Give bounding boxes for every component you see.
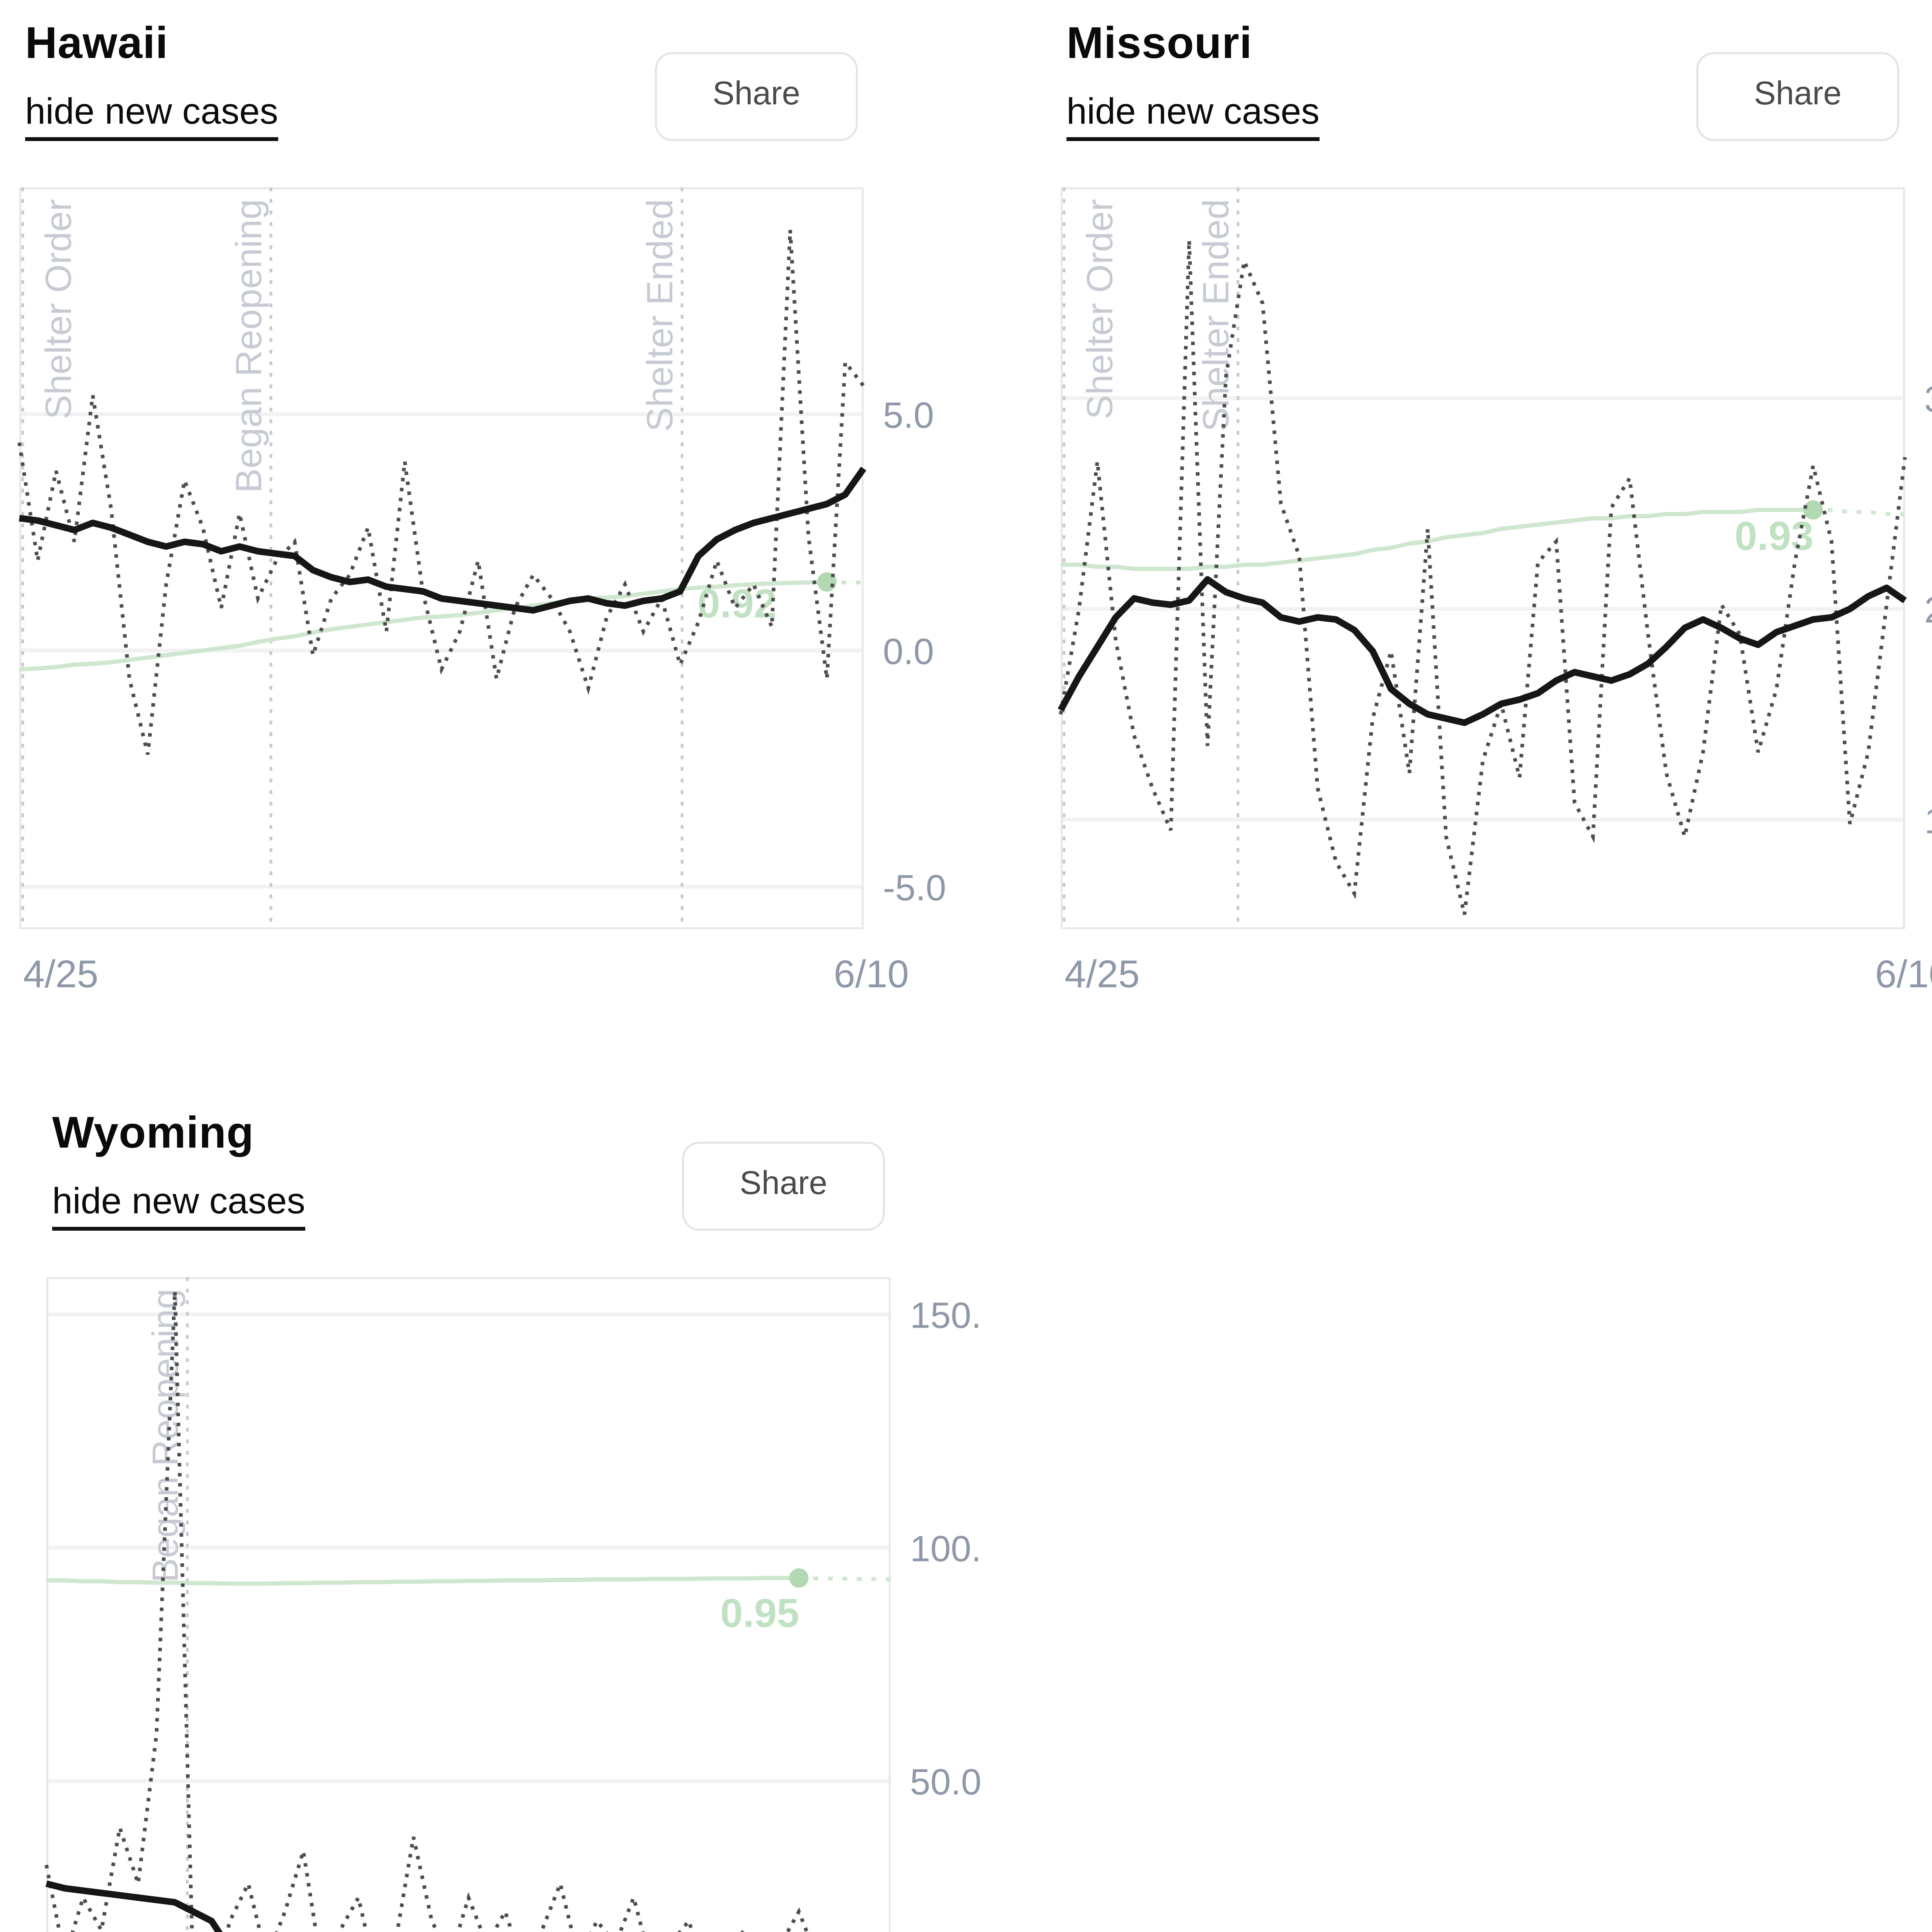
x-axis-label-start: 4/25	[23, 952, 99, 996]
annotation-label: Shelter Order	[1080, 199, 1121, 419]
y-tick-label: 100.	[1924, 800, 1932, 841]
rt-value-label: 0.95	[720, 1591, 799, 1636]
chart-canvas[interactable]: Shelter Order Began Reopening Shelter Ende…	[17, 187, 995, 1018]
average-line	[1058, 576, 1907, 726]
chart-title: Missouri	[1066, 17, 1252, 68]
average-line	[45, 1880, 223, 1932]
card-header: Wyoming hide new cases Share	[46, 1101, 1022, 1277]
hide-new-cases-link[interactable]: hide new cases	[25, 93, 278, 141]
y-tick-label: 50.0	[910, 1762, 981, 1803]
chart-card-wyoming: Wyoming hide new cases Share Began Reope…	[44, 1101, 1022, 1932]
rt-end-dot	[1803, 500, 1823, 520]
y-tick-label: 300.	[1924, 379, 1932, 420]
y-tick-label: 100.	[910, 1528, 981, 1569]
x-axis-label-end: 6/10	[1875, 952, 1932, 996]
x-axis-label-end: 6/10	[834, 952, 909, 996]
rt-line-green	[1061, 508, 1813, 571]
chart-card-missouri: Missouri hide new cases Share Shelter Or…	[1058, 12, 1932, 1018]
y-tick-label: 0.0	[883, 631, 934, 672]
hide-new-cases-link[interactable]: hide new cases	[1066, 93, 1320, 141]
plot-border	[19, 187, 864, 929]
share-button[interactable]: Share	[1696, 52, 1899, 141]
chart-title: Wyoming	[52, 1107, 254, 1157]
rt-projection-dashed	[799, 1576, 891, 1582]
chart-card-hawaii: Hawaii hide new cases Share Shelter Orde…	[17, 12, 995, 1018]
plot-border	[1061, 187, 1905, 929]
new-cases-line	[1059, 240, 1907, 915]
annotation-label: Shelter Order	[38, 199, 79, 419]
y-tick-label: 5.0	[883, 395, 934, 436]
rt-value-label: 0.93	[1735, 514, 1813, 559]
average-line	[19, 466, 866, 614]
rt-line-green	[19, 580, 827, 672]
rt-projection-dashed	[1813, 508, 1905, 516]
new-cases-line	[44, 1291, 809, 1932]
y-tick-label: 200.	[1924, 590, 1932, 631]
rt-end-dot	[789, 1568, 809, 1588]
card-header: Hawaii hide new cases Share	[19, 12, 995, 187]
y-tick-label: -5.0	[883, 867, 946, 908]
hide-new-cases-link[interactable]: hide new cases	[52, 1182, 305, 1231]
share-button[interactable]: Share	[655, 52, 858, 141]
new-cases-line	[17, 230, 865, 755]
annotation-label: Began Reopening	[228, 199, 269, 493]
card-header: Missouri hide new cases Share	[1061, 12, 1932, 187]
share-button[interactable]: Share	[682, 1142, 885, 1231]
x-axis-label-start: 4/25	[1065, 952, 1140, 996]
annotation-label: Shelter Ended	[639, 199, 680, 432]
y-tick-label: 150.	[910, 1295, 981, 1336]
annotation-label: Shelter Ended	[1196, 199, 1236, 432]
rt-line-green	[46, 1576, 799, 1586]
chart-title: Hawaii	[25, 17, 168, 68]
chart-canvas[interactable]: Shelter Order Shelter Ended 0.93 300. 200. 10…	[1058, 187, 1932, 1018]
plot-border	[46, 1277, 891, 1932]
